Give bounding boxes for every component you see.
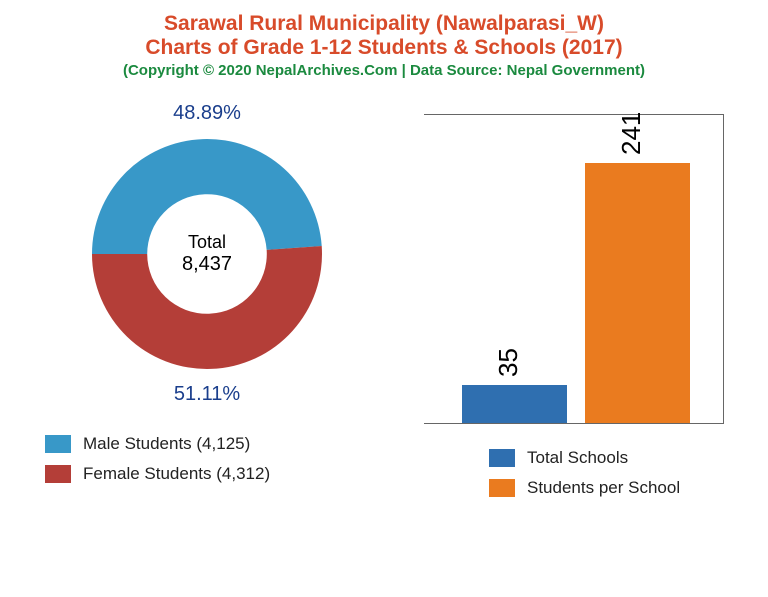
legend-label-male: Male Students (4,125)	[83, 434, 250, 454]
bar-chart-section: 35 241 Total Schools Students per School	[384, 114, 738, 508]
female-pct-label: 51.11%	[174, 383, 240, 406]
legend-swatch-male	[45, 435, 71, 453]
bar-sps	[585, 163, 690, 423]
male-pct-label: 48.89%	[173, 102, 241, 125]
title-line-1: Sarawal Rural Municipality (Nawalparasi_…	[0, 12, 768, 36]
bar-value-sps: 241	[616, 112, 647, 155]
donut-center-label: Total	[182, 232, 232, 253]
legend-item-male: Male Students (4,125)	[45, 434, 384, 454]
legend-swatch-female	[45, 465, 71, 483]
title-block: Sarawal Rural Municipality (Nawalparasi_…	[0, 0, 768, 79]
legend-label-sps: Students per School	[527, 478, 680, 498]
legend-label-female: Female Students (4,312)	[83, 464, 270, 484]
bar-chart-area: 35 241	[424, 114, 724, 424]
bar-legend: Total Schools Students per School	[384, 448, 738, 498]
legend-item-female: Female Students (4,312)	[45, 464, 384, 484]
legend-label-schools: Total Schools	[527, 448, 628, 468]
copyright-text: (Copyright © 2020 NepalArchives.Com | Da…	[0, 62, 768, 79]
bar-schools	[462, 385, 567, 423]
donut-chart-section: 48.89% Total 8,437 51.11% Male Students …	[30, 114, 384, 508]
title-line-2: Charts of Grade 1-12 Students & Schools …	[0, 36, 768, 60]
bar-value-schools: 35	[493, 348, 524, 377]
donut-center: Total 8,437	[182, 232, 232, 276]
donut-legend: Male Students (4,125) Female Students (4…	[30, 434, 384, 484]
legend-item-sps: Students per School	[489, 478, 738, 498]
legend-swatch-schools	[489, 449, 515, 467]
donut-center-value: 8,437	[182, 253, 232, 276]
legend-swatch-sps	[489, 479, 515, 497]
legend-item-schools: Total Schools	[489, 448, 738, 468]
charts-row: 48.89% Total 8,437 51.11% Male Students …	[0, 114, 768, 508]
donut-wrap: 48.89% Total 8,437 51.11%	[67, 114, 347, 394]
